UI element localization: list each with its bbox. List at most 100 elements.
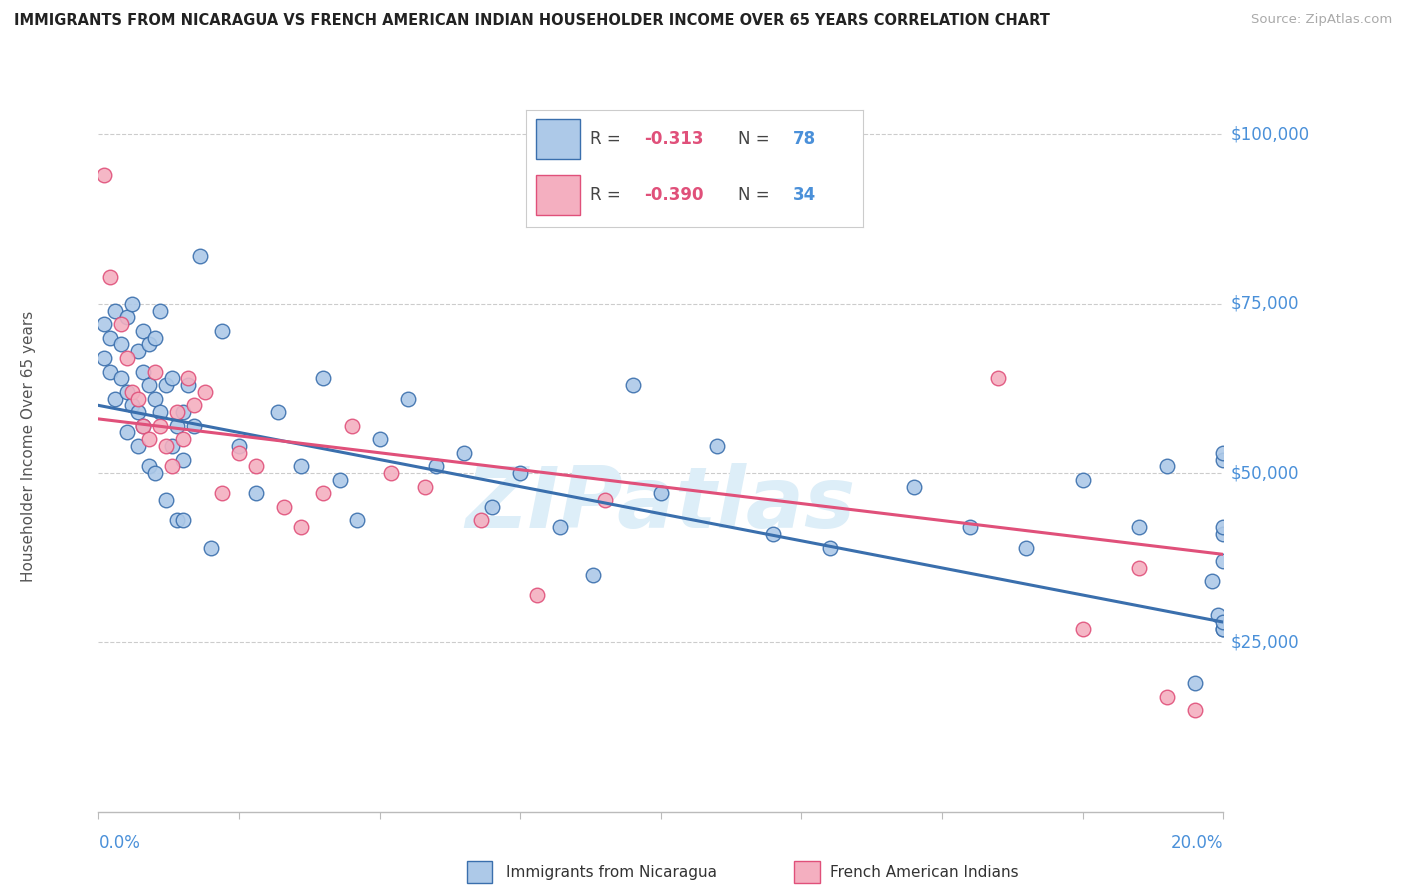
Point — [110, 371, 132, 385]
Point — [121, 297, 143, 311]
Point — [593, 493, 616, 508]
Point — [228, 439, 250, 453]
Point — [132, 418, 155, 433]
Point — [245, 459, 267, 474]
Point — [290, 520, 312, 534]
Text: IMMIGRANTS FROM NICARAGUA VS FRENCH AMERICAN INDIAN HOUSEHOLDER INCOME OVER 65 Y: IMMIGRANTS FROM NICARAGUA VS FRENCH AMER… — [14, 13, 1050, 29]
Point — [1156, 459, 1178, 474]
Point — [413, 480, 436, 494]
Point — [172, 452, 194, 467]
Point — [1212, 527, 1234, 541]
Text: French American Indians: French American Indians — [830, 865, 1018, 880]
Point — [166, 405, 188, 419]
Point — [172, 514, 194, 528]
Point — [1212, 622, 1234, 636]
Point — [582, 567, 605, 582]
Point — [346, 514, 368, 528]
Point — [138, 378, 160, 392]
Point — [121, 384, 143, 399]
Point — [706, 439, 728, 453]
Point — [160, 459, 183, 474]
Point — [200, 541, 222, 555]
Point — [1128, 561, 1150, 575]
Point — [110, 337, 132, 351]
Point — [155, 493, 177, 508]
Point — [93, 317, 115, 331]
Point — [481, 500, 503, 514]
Point — [155, 439, 177, 453]
Point — [396, 392, 419, 406]
Point — [453, 446, 475, 460]
Point — [380, 466, 402, 480]
Text: $50,000: $50,000 — [1230, 464, 1299, 482]
Text: 0.0%: 0.0% — [98, 834, 141, 852]
Point — [959, 520, 981, 534]
Point — [177, 378, 200, 392]
Point — [132, 324, 155, 338]
Point — [138, 459, 160, 474]
Point — [340, 418, 363, 433]
Point — [115, 384, 138, 399]
Point — [290, 459, 312, 474]
Point — [548, 520, 571, 534]
Point — [93, 168, 115, 182]
Text: Householder Income Over 65 years: Householder Income Over 65 years — [21, 310, 35, 582]
Point — [1201, 574, 1223, 589]
Point — [127, 344, 149, 359]
Point — [160, 439, 183, 453]
Point — [143, 364, 166, 378]
Point — [194, 384, 217, 399]
Point — [1212, 446, 1234, 460]
Point — [312, 371, 335, 385]
Point — [245, 486, 267, 500]
Point — [149, 405, 172, 419]
Point — [138, 432, 160, 446]
Point — [121, 398, 143, 412]
Text: ZIPatlas: ZIPatlas — [465, 463, 856, 546]
Point — [143, 466, 166, 480]
Point — [98, 331, 121, 345]
Point — [312, 486, 335, 500]
Point — [188, 249, 211, 263]
Point — [183, 418, 205, 433]
Point — [903, 480, 925, 494]
Point — [183, 398, 205, 412]
Point — [228, 446, 250, 460]
Point — [509, 466, 531, 480]
Point — [267, 405, 290, 419]
Point — [987, 371, 1010, 385]
Point — [160, 371, 183, 385]
Point — [1184, 703, 1206, 717]
Point — [273, 500, 295, 514]
Point — [115, 425, 138, 440]
Point — [149, 418, 172, 433]
Point — [1156, 690, 1178, 704]
Point — [104, 392, 127, 406]
Point — [1212, 622, 1234, 636]
Point — [1128, 520, 1150, 534]
Text: Immigrants from Nicaragua: Immigrants from Nicaragua — [506, 865, 717, 880]
Point — [470, 514, 492, 528]
Point — [650, 486, 672, 500]
Text: $100,000: $100,000 — [1230, 126, 1309, 144]
Point — [132, 364, 155, 378]
Point — [368, 432, 391, 446]
Point — [110, 317, 132, 331]
Point — [127, 405, 149, 419]
Point — [1212, 554, 1234, 568]
Point — [329, 473, 352, 487]
Point — [143, 392, 166, 406]
Text: $75,000: $75,000 — [1230, 294, 1299, 313]
Point — [1071, 473, 1094, 487]
Point — [155, 378, 177, 392]
Point — [127, 392, 149, 406]
Point — [1212, 615, 1234, 629]
Point — [425, 459, 447, 474]
Point — [211, 486, 233, 500]
Point — [166, 418, 188, 433]
Point — [818, 541, 841, 555]
Point — [1184, 676, 1206, 690]
Point — [98, 364, 121, 378]
Point — [104, 303, 127, 318]
Point — [132, 418, 155, 433]
